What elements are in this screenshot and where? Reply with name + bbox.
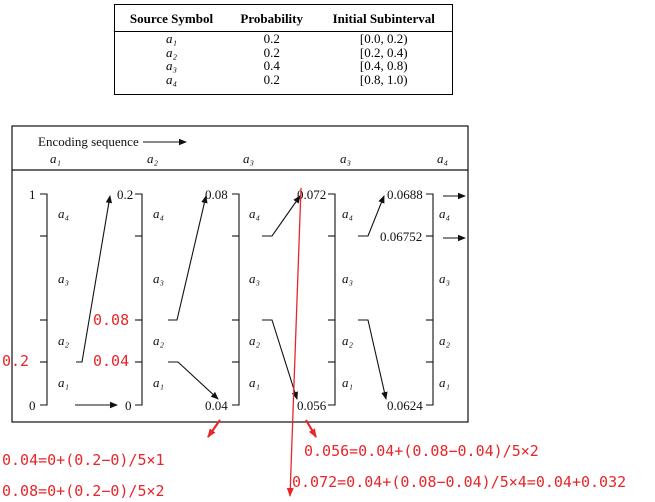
subinterval-labels: a₄ a₃ a₂ a₁ a₄ a₃ a₂ a₁ a₄ a₃ a₂ a₁ a₄ a…: [58, 206, 451, 390]
table-row: a₄ 0.2 [0.8, 1.0): [115, 71, 452, 87]
top-value: 0.0688: [387, 187, 423, 202]
annotation-left-value: 0.2: [2, 352, 29, 370]
probability-cell: 0.2: [263, 31, 280, 46]
sequence-symbol: a₂: [147, 151, 159, 166]
annotation-mid-value: 0.04: [93, 352, 129, 370]
boundary-values: 1 0 0.2 0 0.08 0.04 0.072 0.056 0.0688 0…: [29, 187, 423, 413]
symbol-label: a₁: [439, 375, 450, 390]
sequence-symbol: a₃: [340, 151, 351, 166]
mapping-arrows: [75, 192, 466, 409]
symbol-label: a₂: [342, 333, 354, 348]
symbol-label: a₂: [153, 333, 165, 348]
symbol-cell: a₃: [165, 58, 177, 73]
bottom-value: 0: [125, 398, 132, 413]
stage-axes: [40, 193, 434, 406]
equation: 0.04=0+(0.2−0)/5×1: [2, 451, 165, 469]
red-arrow: [305, 419, 317, 438]
header-initial-subinterval: Initial Subinterval: [315, 8, 452, 32]
bottom-value: 0: [29, 398, 36, 413]
equation: 0.056=0.04+(0.08−0.04)/5×2: [304, 442, 539, 460]
symbol-cell: a₂: [165, 44, 177, 60]
symbol-label: a₄: [153, 206, 165, 221]
equation: 0.08=0+(0.2−0)/5×2: [2, 482, 165, 500]
symbol-cell: a₁: [165, 31, 177, 46]
probability-cell: 0.4: [263, 58, 280, 73]
header-source-symbol: Source Symbol: [115, 8, 228, 32]
interval-cell: [0.4, 0.8): [359, 58, 408, 73]
symbol-label: a₄: [58, 206, 70, 221]
top-value: 0.2: [117, 187, 133, 202]
symbol-label: a₃: [153, 271, 164, 286]
bottom-value: 0.0624: [387, 398, 423, 413]
symbol-label: a₁: [58, 375, 69, 390]
symbol-label: a₃: [439, 271, 450, 286]
interval-cell: [0.2, 0.4): [359, 44, 408, 60]
symbol-label: a₁: [249, 375, 260, 390]
top-value: 0.072: [297, 187, 326, 202]
symbol-label: a₃: [58, 271, 69, 286]
probability-table: Source Symbol Probability Initial Subint…: [115, 8, 452, 86]
table-row: a₂ 0.2 [0.2, 0.4): [115, 44, 452, 60]
symbol-label: a₁: [342, 375, 353, 390]
symbol-label: a₄: [439, 206, 451, 221]
symbol-label: a₁: [153, 375, 164, 390]
interval-cell: [0.8, 1.0): [359, 71, 408, 87]
symbol-label: a₃: [342, 271, 353, 286]
interval-cell: [0.0, 0.2): [359, 31, 408, 46]
symbol-label: a₂: [439, 333, 451, 348]
red-annotations: 0.2 0.08 0.04 0.04=0+(0.2−0)/5×1 0.08=0+…: [2, 187, 626, 500]
top-value: 0.08: [205, 187, 228, 202]
table-row: a₁ 0.2 [0.0, 0.2): [115, 32, 452, 46]
top-value: 1: [29, 187, 36, 202]
symbol-label: a₄: [342, 206, 354, 221]
sequence-symbol: a₃: [243, 151, 254, 166]
probability-cell: 0.2: [263, 44, 280, 60]
symbol-table: Source Symbol Probability Initial Subint…: [114, 4, 453, 95]
probability-cell: 0.2: [263, 71, 280, 87]
red-arrow: [207, 419, 221, 438]
sequence-symbol: a₄: [437, 151, 449, 166]
equation: 0.072=0.04+(0.08−0.04)/5×4=0.04+0.032: [292, 473, 626, 491]
annotation-mid-value: 0.08: [93, 311, 129, 329]
sequence-symbol: a₁: [50, 151, 61, 166]
bottom-value: 0.056: [297, 398, 327, 413]
bottom-value: 0.04: [205, 398, 228, 413]
symbol-cell: a₄: [165, 71, 177, 87]
encoding-sequence-label: Encoding sequence: [38, 134, 139, 149]
symbol-label: a₃: [249, 271, 260, 286]
red-arrow-long: [286, 187, 302, 497]
symbol-label: a₄: [249, 206, 261, 221]
header-probability: Probability: [227, 8, 316, 32]
table-row: a₃ 0.4 [0.4, 0.8): [115, 59, 452, 73]
diagram-frame: [11, 125, 469, 423]
extra-value: 0.06752: [380, 229, 422, 244]
symbol-label: a₂: [58, 333, 70, 348]
symbol-label: a₂: [249, 333, 261, 348]
